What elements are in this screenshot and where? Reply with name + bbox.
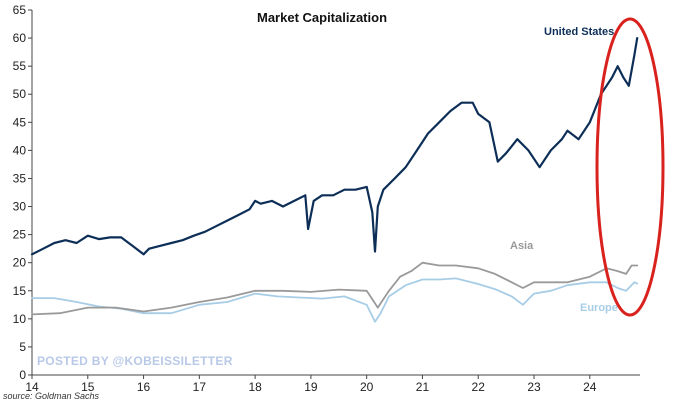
x-axis: 14 15 16 17 18 19 20 21 22 23 24 — [25, 374, 640, 394]
series-line-united-states — [30, 37, 639, 256]
y-tick-label: 40 — [13, 143, 27, 157]
y-tick-label: 45 — [13, 115, 27, 129]
x-tick-label: 21 — [416, 380, 430, 394]
y-tick-label: 30 — [13, 200, 27, 214]
x-tick-label: 23 — [527, 380, 541, 394]
x-tick-label: 16 — [137, 380, 151, 394]
series-label-asia: Asia — [510, 240, 534, 252]
x-tick-label: 17 — [193, 380, 207, 394]
series-label-united-states: United States — [544, 26, 614, 38]
y-tick-label: 50 — [13, 87, 27, 101]
chart-title: Market Capitalization — [257, 10, 387, 25]
x-tick-label: 18 — [248, 380, 262, 394]
y-axis: 0 5 10 15 20 25 30 35 40 45 50 55 60 65 — [13, 3, 33, 382]
y-tick-label: 15 — [13, 284, 27, 298]
x-tick-label: 15 — [81, 380, 95, 394]
y-tick-label: 35 — [13, 171, 27, 185]
y-tick-label: 60 — [13, 31, 27, 45]
x-tick-label: 19 — [304, 380, 318, 394]
series-label-europe: Europe — [580, 302, 618, 314]
watermark: POSTED BY @KOBEISSILETTER — [37, 354, 233, 368]
y-tick-label: 55 — [13, 59, 27, 73]
source-note: source: Goldman Sachs — [3, 391, 100, 401]
x-tick-label: 20 — [360, 380, 374, 394]
x-tick-label: 14 — [25, 380, 39, 394]
series-layer — [30, 37, 639, 323]
y-tick-label: 20 — [13, 256, 27, 270]
y-tick-label: 25 — [13, 228, 27, 242]
x-tick-label: 22 — [472, 380, 486, 394]
y-tick-label: 0 — [19, 368, 26, 382]
y-tick-label: 65 — [13, 3, 27, 17]
x-tick-label: 24 — [583, 380, 597, 394]
y-tick-label: 10 — [13, 312, 27, 326]
series-line-asia — [31, 261, 639, 316]
highlight-ellipse — [595, 17, 665, 317]
y-tick-label: 5 — [19, 340, 26, 354]
series-line-europe — [31, 277, 639, 323]
